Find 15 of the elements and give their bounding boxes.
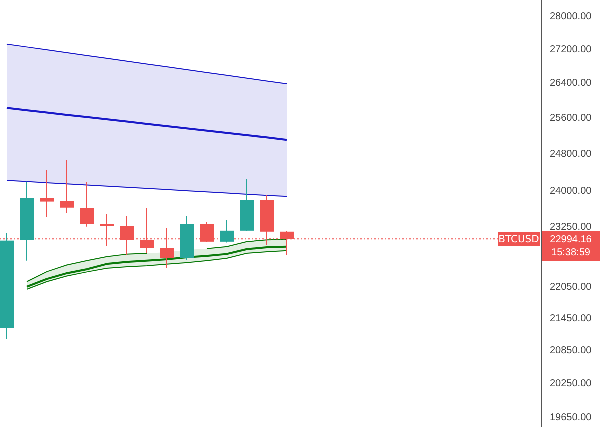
text: 15:38:59 xyxy=(552,248,591,259)
y-tick-label: 25600.00 xyxy=(550,113,592,124)
y-tick-label: 20850.00 xyxy=(550,346,592,357)
y-tick-label: 21450.00 xyxy=(550,313,592,324)
y-tick-label: 24800.00 xyxy=(550,149,592,160)
y-tick-label: 23250.00 xyxy=(550,222,592,234)
ref-line-label: BTCUSD xyxy=(498,234,540,246)
y-tick-label: 20250.00 xyxy=(550,378,592,390)
y-tick-label: 22050.00 xyxy=(550,282,592,294)
y-tick-label: 24000.00 xyxy=(550,186,592,198)
y-tick-label: 26400.00 xyxy=(550,78,592,90)
y-tick-label: 28000.00 xyxy=(550,12,592,23)
text: 22994.16 xyxy=(550,234,592,246)
y-tick-label: 27200.00 xyxy=(550,44,592,56)
y-tick-label: 19650.00 xyxy=(550,412,592,424)
